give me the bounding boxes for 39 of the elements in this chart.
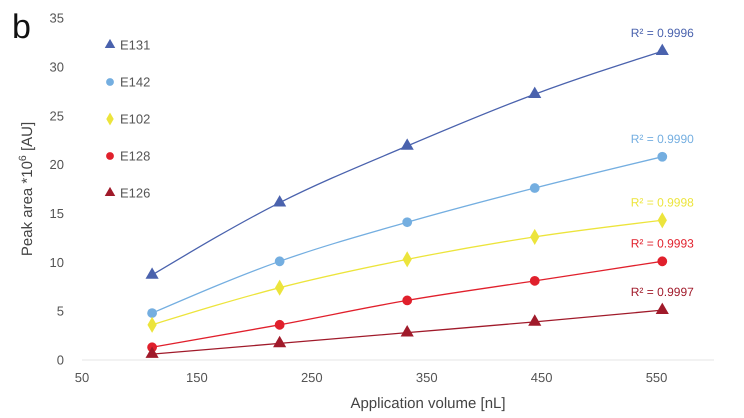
annotation: R² = 0.9990 (630, 132, 694, 146)
legend-label: E142 (120, 74, 150, 90)
x-tick-label: 50 (74, 370, 90, 385)
y-tick-label: 5 (56, 304, 64, 319)
x-tick-label: 450 (530, 370, 552, 385)
x-tick-label: 550 (646, 370, 668, 385)
legend-label: E128 (120, 148, 150, 164)
point (528, 86, 542, 98)
x-tick-label: 250 (300, 370, 323, 385)
y-tick-label: 20 (50, 157, 64, 172)
y-tick-label: 15 (50, 206, 64, 221)
legend-label: E131 (120, 38, 150, 53)
legend-label: E102 (120, 112, 150, 127)
point (657, 152, 668, 162)
text: b (12, 8, 31, 46)
annotation: R² = 0.9996 (630, 26, 694, 40)
point (273, 195, 286, 206)
y-tick-label: 10 (50, 254, 64, 270)
y-tick-label: 0 (56, 352, 64, 368)
legend-label: E126 (120, 186, 150, 201)
point (402, 296, 412, 306)
point (657, 256, 668, 266)
x-tick-label: 350 (416, 370, 438, 385)
y-tick-label: 30 (50, 59, 64, 74)
x-axis-title: Application volume [nL] (350, 395, 506, 412)
point (274, 320, 285, 330)
y-tick-label: 35 (50, 10, 64, 26)
point (530, 183, 540, 193)
point (402, 217, 412, 228)
annotation: R² = 0.9998 (630, 195, 694, 210)
point (530, 276, 540, 286)
point (656, 44, 669, 56)
annotation: R² = 0.9993 (630, 236, 694, 250)
y-tick-label: 25 (50, 108, 64, 124)
point (147, 308, 157, 318)
point (400, 138, 414, 150)
x-tick-label: 150 (186, 370, 208, 385)
point (274, 256, 285, 266)
annotation: R² = 0.9997 (630, 285, 694, 300)
